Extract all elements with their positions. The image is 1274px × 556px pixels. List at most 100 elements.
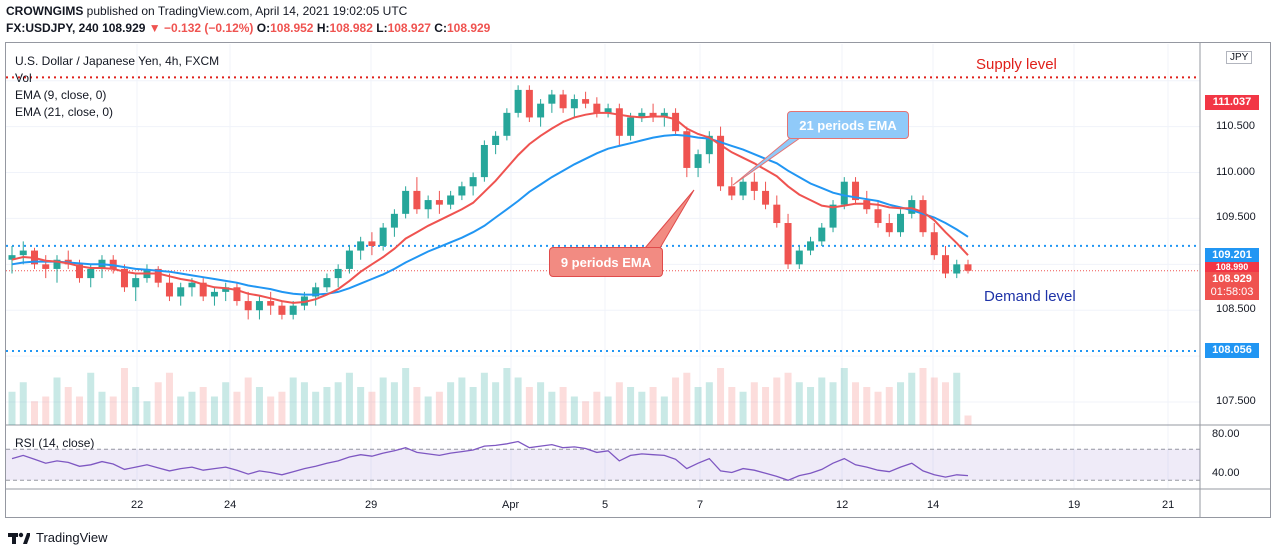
candle-body xyxy=(660,112,668,118)
candle-body xyxy=(8,255,16,260)
tradingview-logo-icon xyxy=(8,532,30,544)
countdown-tag: 01:58:03 xyxy=(1205,285,1259,300)
high-value: 108.982 xyxy=(329,21,373,35)
legend-rsi: RSI (14, close) xyxy=(15,436,95,450)
legend-ema21: EMA (21, close, 0) xyxy=(15,105,114,119)
volume-bar xyxy=(334,382,342,425)
volume-bar xyxy=(795,382,803,425)
candle-body xyxy=(492,135,500,145)
volume-bar xyxy=(87,372,95,425)
candle-body xyxy=(402,190,410,214)
volume-bar xyxy=(694,387,702,425)
candle-body xyxy=(368,241,376,246)
time-tick-label: 19 xyxy=(1068,499,1081,511)
ema9-callout[interactable]: 9 periods EMA xyxy=(549,247,663,277)
candle-body xyxy=(559,94,567,109)
volume-bar xyxy=(593,391,601,425)
candle-body xyxy=(683,131,691,168)
candle-body xyxy=(132,278,140,288)
currency-badge: JPY xyxy=(1226,51,1253,64)
volume-bar xyxy=(717,368,725,425)
tradingview-footer[interactable]: TradingView xyxy=(8,530,108,545)
volume-bar xyxy=(919,368,927,425)
candle-body xyxy=(177,287,185,297)
volume-bar xyxy=(120,368,128,425)
volume-bar xyxy=(75,396,83,425)
time-tick-label: 29 xyxy=(365,499,378,511)
candle-body xyxy=(705,135,713,155)
volume-bar xyxy=(840,368,848,425)
volume-bar xyxy=(762,387,770,425)
volume-bar xyxy=(908,372,916,425)
candle-body xyxy=(627,117,635,136)
ema9-callout-pointer xyxy=(643,189,695,249)
candle-body xyxy=(784,223,792,265)
candle-body xyxy=(930,232,938,256)
candle-body xyxy=(390,213,398,228)
volume-bar xyxy=(480,372,488,425)
volume-bar xyxy=(514,377,522,425)
candle-body xyxy=(897,213,905,233)
candle-body xyxy=(323,278,331,288)
volume-bar xyxy=(312,391,320,425)
volume-bar xyxy=(604,396,612,425)
candle-body xyxy=(694,154,702,168)
candle-body xyxy=(42,264,50,269)
rsi-band xyxy=(6,449,1200,481)
time-tick-label: 7 xyxy=(697,499,704,511)
volume-bar xyxy=(829,382,837,425)
volume-bar xyxy=(807,387,815,425)
ema21-callout[interactable]: 21 periods EMA xyxy=(787,111,909,139)
volume-bar xyxy=(188,391,196,425)
volume-bar xyxy=(143,401,151,425)
candle-body xyxy=(120,268,128,288)
candle-body xyxy=(964,264,972,271)
candle-body xyxy=(672,112,680,132)
volume-bar xyxy=(289,377,297,425)
candle-body xyxy=(829,204,837,228)
legend-instrument: U.S. Dollar / Japanese Yen, 4h, FXCM xyxy=(15,54,220,68)
candle-body xyxy=(469,177,477,187)
volume-bar xyxy=(874,391,882,425)
ema21-callout-pointer xyxy=(732,137,802,186)
candle-body xyxy=(87,268,95,279)
ema9-line xyxy=(11,111,969,304)
volume-bar xyxy=(525,387,533,425)
time-tick-label: 14 xyxy=(927,499,940,511)
time-tick-label: Apr xyxy=(502,499,520,511)
candle-body xyxy=(942,255,950,274)
volume-bar xyxy=(19,382,27,425)
volume-bar xyxy=(357,387,365,425)
candle-body xyxy=(278,305,286,315)
volume-bar xyxy=(64,387,72,425)
volume-bar xyxy=(885,387,893,425)
volume-bar xyxy=(165,372,173,425)
volume-bar xyxy=(728,387,736,425)
price-tick-label: 108.500 xyxy=(1216,303,1256,316)
time-tick-label: 24 xyxy=(224,499,237,511)
change: ▼ −0.132 (−0.12%) xyxy=(148,21,254,35)
candle-body xyxy=(728,186,736,196)
candle-body xyxy=(807,241,815,251)
candle-body xyxy=(458,186,466,196)
chart-frame[interactable] xyxy=(5,42,1271,518)
time-tick-label: 22 xyxy=(131,499,144,511)
candle-body xyxy=(818,227,826,242)
volume-bar xyxy=(8,391,16,425)
time-tick-label: 12 xyxy=(836,499,849,511)
candle-body xyxy=(379,227,387,246)
volume-bar xyxy=(559,387,567,425)
volume-bar xyxy=(930,377,938,425)
volume-bar xyxy=(638,391,646,425)
volume-bar xyxy=(402,368,410,425)
brand-name: TradingView xyxy=(36,530,108,545)
candle-body xyxy=(739,181,747,196)
volume-bar xyxy=(154,382,162,425)
ema-price-tag: 108.990 xyxy=(1205,262,1259,272)
candle-body xyxy=(53,259,61,269)
volume-bar xyxy=(570,396,578,425)
volume-bar xyxy=(672,377,680,425)
candle-body xyxy=(267,301,275,306)
volume-bar xyxy=(942,382,950,425)
